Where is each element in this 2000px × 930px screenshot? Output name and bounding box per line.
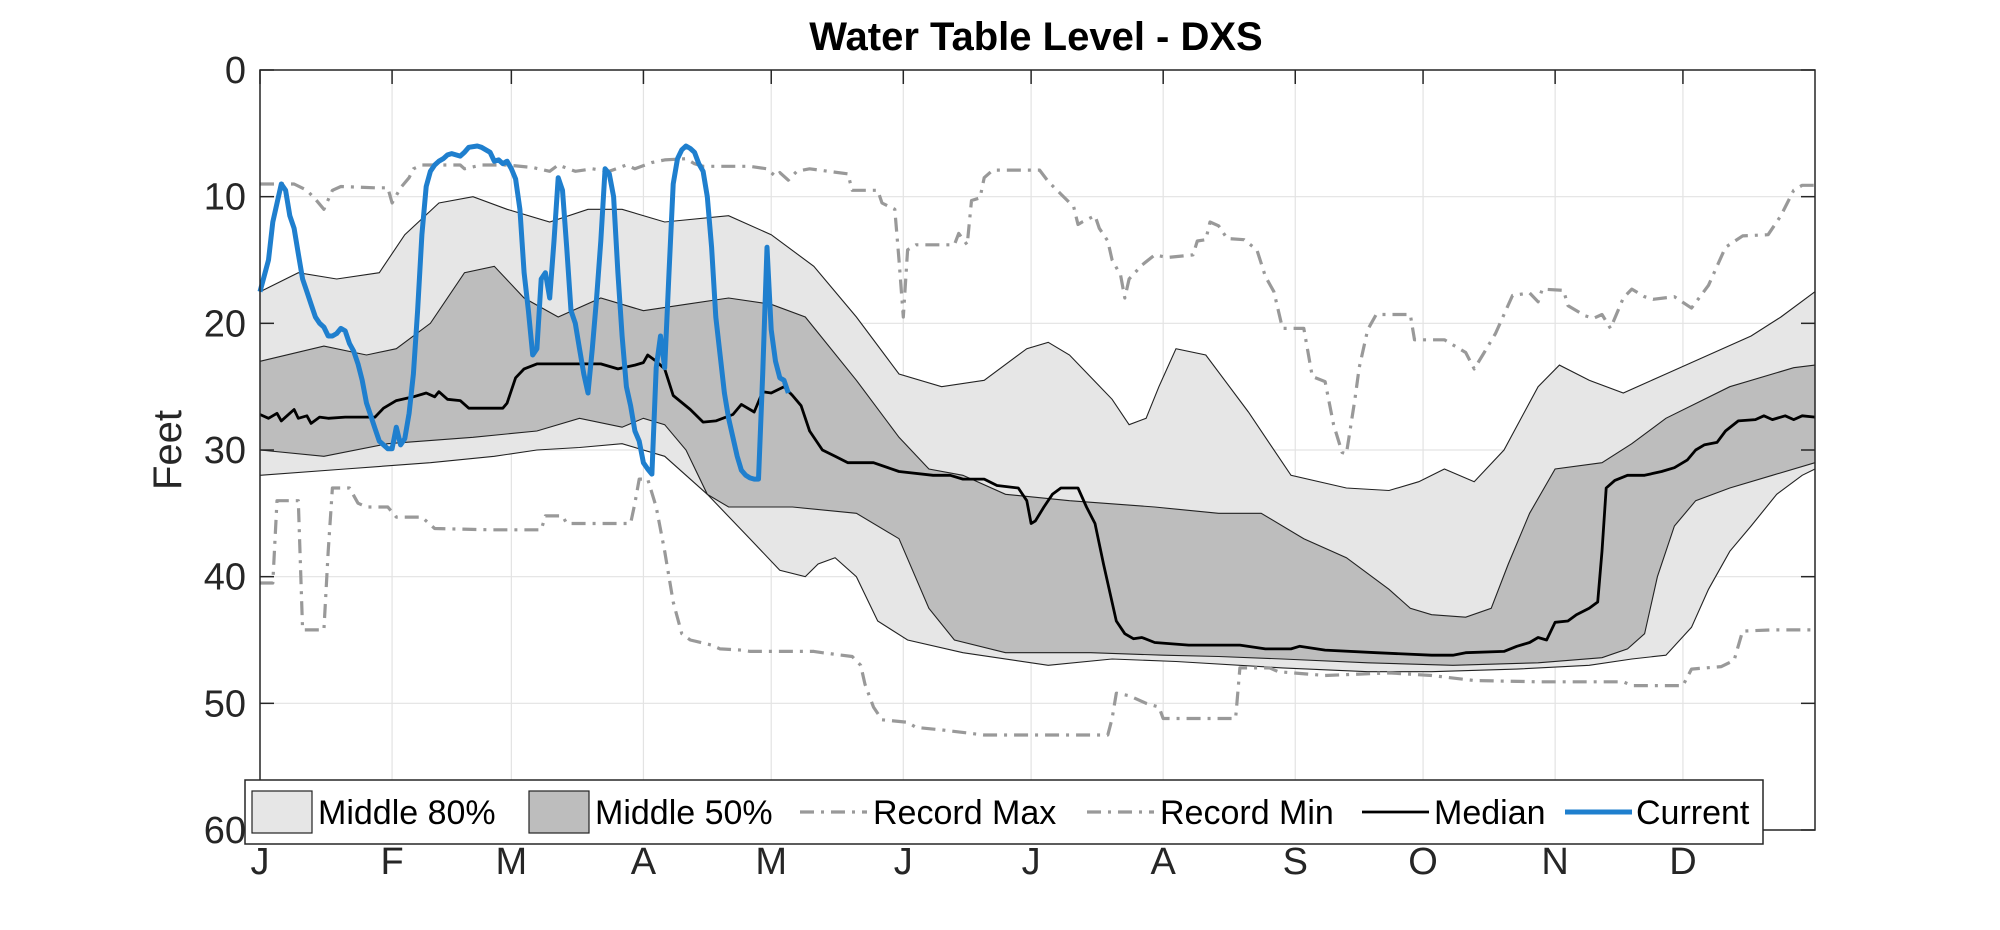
legend-label-record-min: Record Min [1160, 794, 1334, 832]
y-axis-label: Feet [146, 410, 190, 490]
legend-swatch-middle80 [251, 790, 313, 834]
x-tick-label: M [496, 841, 528, 883]
chart-title: Water Table Level - DXS [809, 15, 1262, 59]
x-tick-label: S [1283, 841, 1308, 883]
legend: Middle 80% Middle 50% Record Max Record Min… [244, 779, 1764, 845]
x-tick-label: J [1022, 841, 1041, 883]
middle50-upper-edge [259, 265, 1816, 618]
x-tick-label: J [894, 841, 913, 883]
legend-label-median: Median [1434, 794, 1546, 832]
legend-label-middle80: Middle 80% [318, 794, 496, 832]
y-tick-label: 60 [204, 810, 246, 852]
y-tick-label: 40 [204, 557, 246, 599]
y-tick-label: 30 [204, 430, 246, 472]
x-tick-label: A [631, 841, 657, 883]
x-tick-label: N [1541, 841, 1568, 883]
y-tick-label: 50 [204, 683, 246, 725]
middle80-lower-edge [259, 443, 1816, 673]
x-tick-label: O [1408, 841, 1438, 883]
y-tick-label: 20 [204, 303, 246, 345]
legend-label-record-max: Record Max [873, 794, 1056, 832]
x-tick-label: A [1150, 841, 1176, 883]
middle50-band [260, 266, 1815, 666]
x-tick-label: D [1669, 841, 1696, 883]
record-max-line [260, 157, 1815, 456]
y-tick-label: 10 [204, 177, 246, 219]
legend-box [244, 779, 1764, 845]
legend-label-current: Current [1636, 794, 1750, 832]
middle50-lower-edge [259, 417, 1816, 666]
x-tick-label: M [755, 841, 787, 883]
y-tick-label: 0 [225, 50, 246, 92]
y-axis-ticks: 0 10 20 30 40 50 60 [204, 50, 1815, 852]
x-tick-label: F [380, 841, 403, 883]
median-line [259, 353, 1816, 657]
x-tick-label: J [251, 841, 270, 883]
legend-swatch-middle50 [528, 790, 590, 834]
record-min-line [260, 477, 1815, 737]
current-line [257, 143, 791, 482]
legend-label-middle50: Middle 50% [595, 794, 773, 832]
series-lines [257, 143, 1816, 737]
